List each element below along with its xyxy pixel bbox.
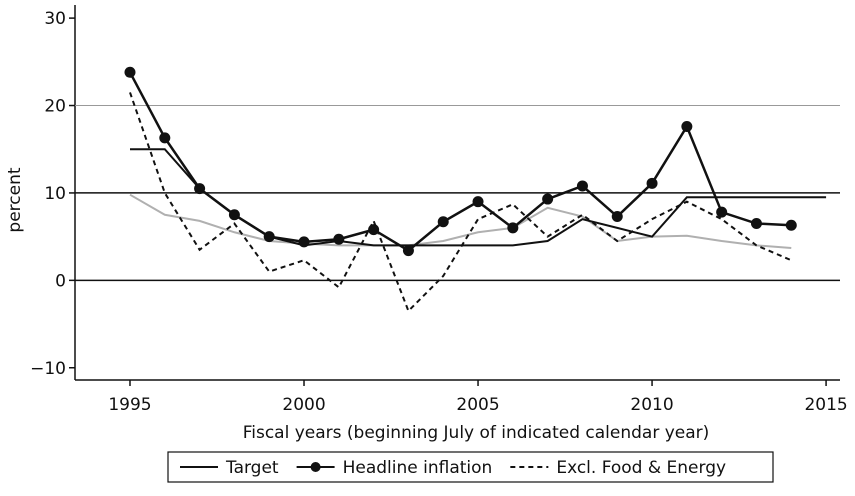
data-point bbox=[228, 209, 240, 221]
data-point bbox=[507, 222, 519, 234]
data-point bbox=[124, 66, 136, 78]
data-point bbox=[785, 219, 797, 231]
legend-label: Excl. Food & Energy bbox=[556, 458, 726, 478]
data-point bbox=[681, 121, 693, 133]
data-point bbox=[298, 236, 310, 248]
data-point bbox=[646, 177, 658, 189]
data-point bbox=[576, 180, 588, 192]
data-point bbox=[750, 218, 762, 230]
legend-label: Headline inflation bbox=[343, 458, 493, 478]
x-tick-label: 2010 bbox=[630, 395, 673, 415]
data-point bbox=[542, 193, 554, 205]
data-point bbox=[402, 245, 414, 257]
y-axis-label: percent bbox=[5, 167, 25, 232]
x-axis-label: Fiscal years (beginning July of indicate… bbox=[243, 423, 710, 443]
data-point bbox=[437, 216, 449, 228]
data-point bbox=[716, 206, 728, 218]
data-point bbox=[194, 183, 206, 195]
data-point bbox=[159, 132, 171, 144]
series-line bbox=[129, 92, 792, 313]
y-tick-label: −10 bbox=[30, 359, 66, 379]
data-point bbox=[472, 196, 484, 208]
series-line bbox=[128, 71, 792, 253]
x-tick-label: 1995 bbox=[108, 395, 151, 415]
y-tick-label: 10 bbox=[44, 184, 66, 204]
series-line bbox=[129, 193, 792, 250]
y-tick-label: 30 bbox=[44, 9, 66, 29]
legend-label: Target bbox=[225, 458, 279, 478]
data-point bbox=[611, 211, 623, 223]
y-tick-label: 0 bbox=[55, 271, 66, 291]
legend-box bbox=[167, 451, 774, 483]
data-point bbox=[333, 233, 345, 245]
legend-marker bbox=[310, 462, 321, 472]
data-point bbox=[263, 231, 275, 243]
x-tick-label: 2005 bbox=[456, 395, 499, 415]
x-tick-label: 2015 bbox=[804, 395, 847, 415]
x-tick-label: 2000 bbox=[282, 395, 325, 415]
y-tick-label: 20 bbox=[44, 97, 66, 117]
